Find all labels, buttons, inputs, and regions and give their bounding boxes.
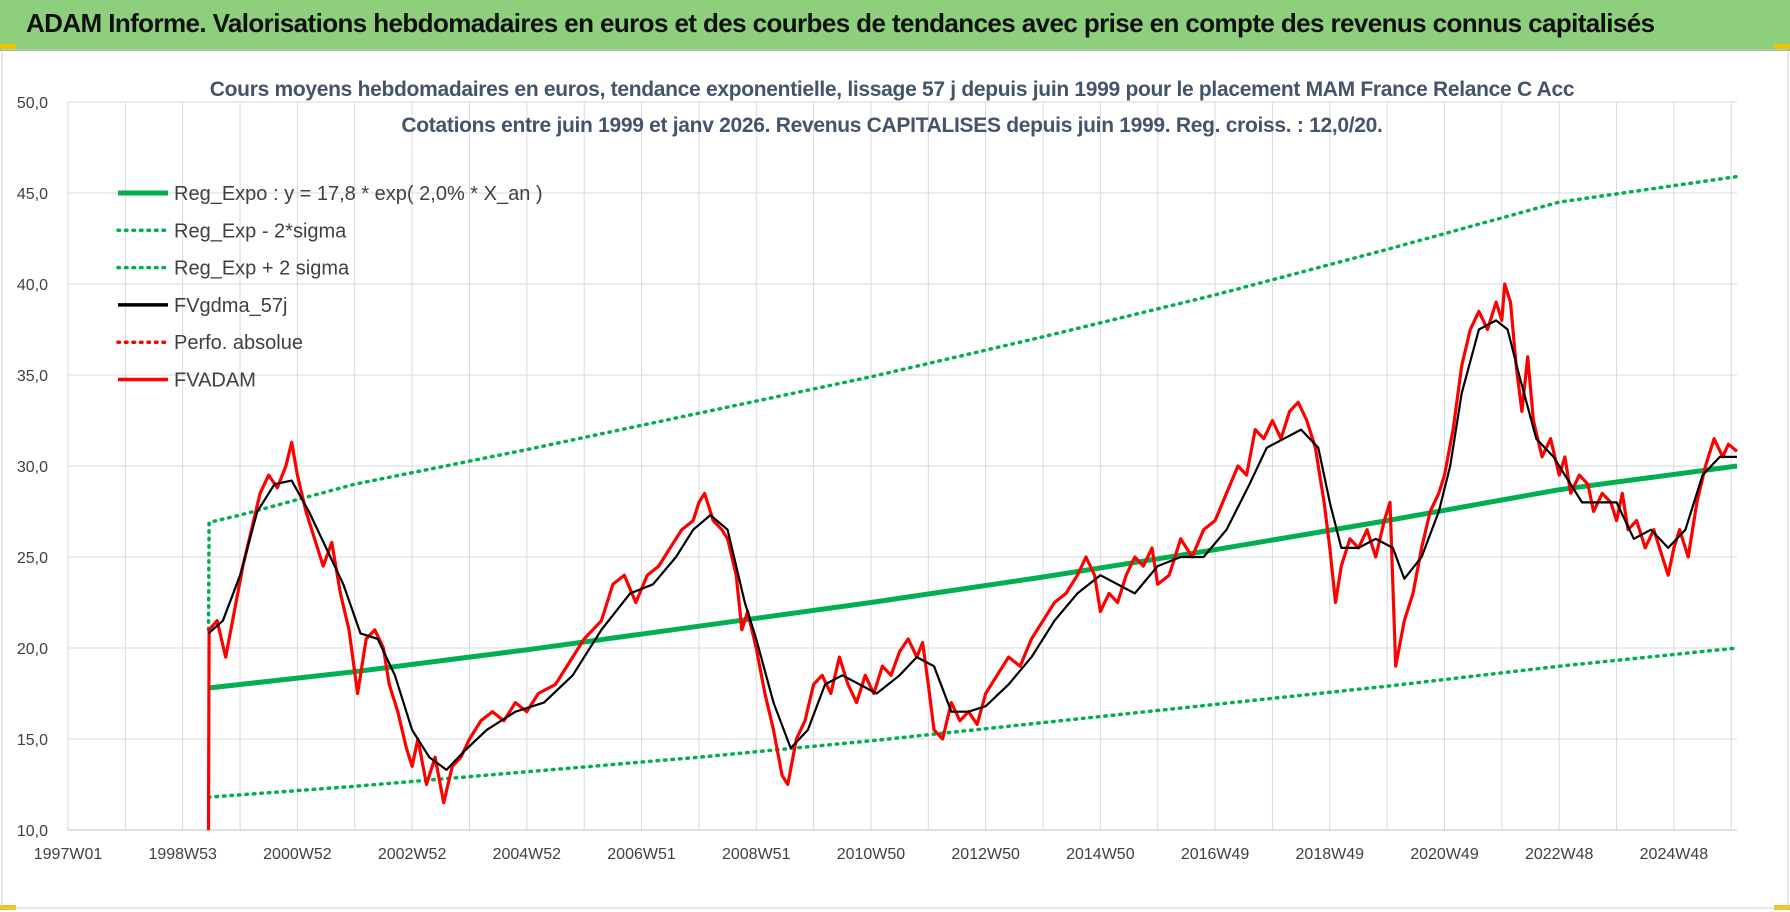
legend-label: FVgdma_57j [174, 295, 287, 317]
y-tick-label: 45,0 [17, 186, 48, 203]
x-tick-label: 2022W48 [1525, 846, 1594, 863]
x-tick-label: 2024W48 [1640, 846, 1709, 863]
legend-label: Reg_Exp + 2 sigma [174, 258, 350, 280]
header-bar: ADAM Informe. Valorisations hebdomadaire… [0, 0, 1790, 51]
x-tick-label: 2002W52 [378, 846, 447, 863]
x-tick-label: 2020W49 [1410, 846, 1479, 863]
x-axis-ticks: 1997W01 1998W53 2000W52 2002W52 2004W52 2006W… [34, 846, 1709, 863]
y-tick-label: 10,0 [17, 823, 48, 840]
x-tick-label: 2008W51 [722, 846, 791, 863]
x-tick-label: 2004W52 [493, 846, 562, 863]
legend-label: FVADAM [174, 370, 256, 392]
chart-title: Cours moyens hebdomadaires en euros, ten… [210, 78, 1575, 101]
y-tick-label: 15,0 [17, 732, 48, 749]
series-line-3 [207, 319, 1737, 771]
y-tick-label: 20,0 [17, 641, 48, 658]
x-tick-label: 1998W53 [148, 846, 217, 863]
y-tick-label: 50,0 [17, 95, 48, 112]
page-title: ADAM Informe. Valorisations hebdomadaire… [26, 8, 1655, 38]
x-tick-label: 1997W01 [34, 846, 103, 863]
x-tick-label: 2000W52 [263, 846, 332, 863]
series [206, 174, 1739, 831]
chart-subtitle: Cotations entre juin 1999 et janv 2026. … [401, 114, 1382, 137]
x-tick-label: 2010W50 [837, 846, 906, 863]
y-tick-label: 35,0 [17, 368, 48, 385]
corner-mark-top-left [0, 44, 16, 49]
x-tick-label: 2014W50 [1066, 846, 1135, 863]
x-tick-label: 2016W49 [1181, 846, 1250, 863]
series-line-2 [206, 174, 1739, 632]
x-tick-label: 2006W51 [607, 846, 676, 863]
x-tick-label: 2018W49 [1296, 846, 1365, 863]
series-line-5 [206, 282, 1739, 831]
legend: Reg_Expo : y = 17,8 * exp( 2,0% * X_an )… [116, 183, 543, 392]
y-tick-label: 40,0 [17, 277, 48, 294]
legend-label: Reg_Exp - 2*sigma [174, 220, 347, 242]
legend-label: Reg_Expo : y = 17,8 * exp( 2,0% * X_an ) [174, 183, 543, 205]
legend-label: Perfo. absolue [174, 332, 303, 354]
chart-area-border [1, 49, 1789, 909]
series-line-0 [208, 463, 1738, 691]
grid [67, 101, 1737, 831]
y-tick-label: 30,0 [17, 459, 48, 476]
x-tick-label: 2012W50 [951, 846, 1020, 863]
y-axis-ticks: 10,0 15,0 20,0 25,0 30,0 35,0 40,0 45,0 50,0 [17, 95, 48, 840]
y-tick-label: 25,0 [17, 550, 48, 567]
corner-mark-top-right [1774, 44, 1790, 49]
